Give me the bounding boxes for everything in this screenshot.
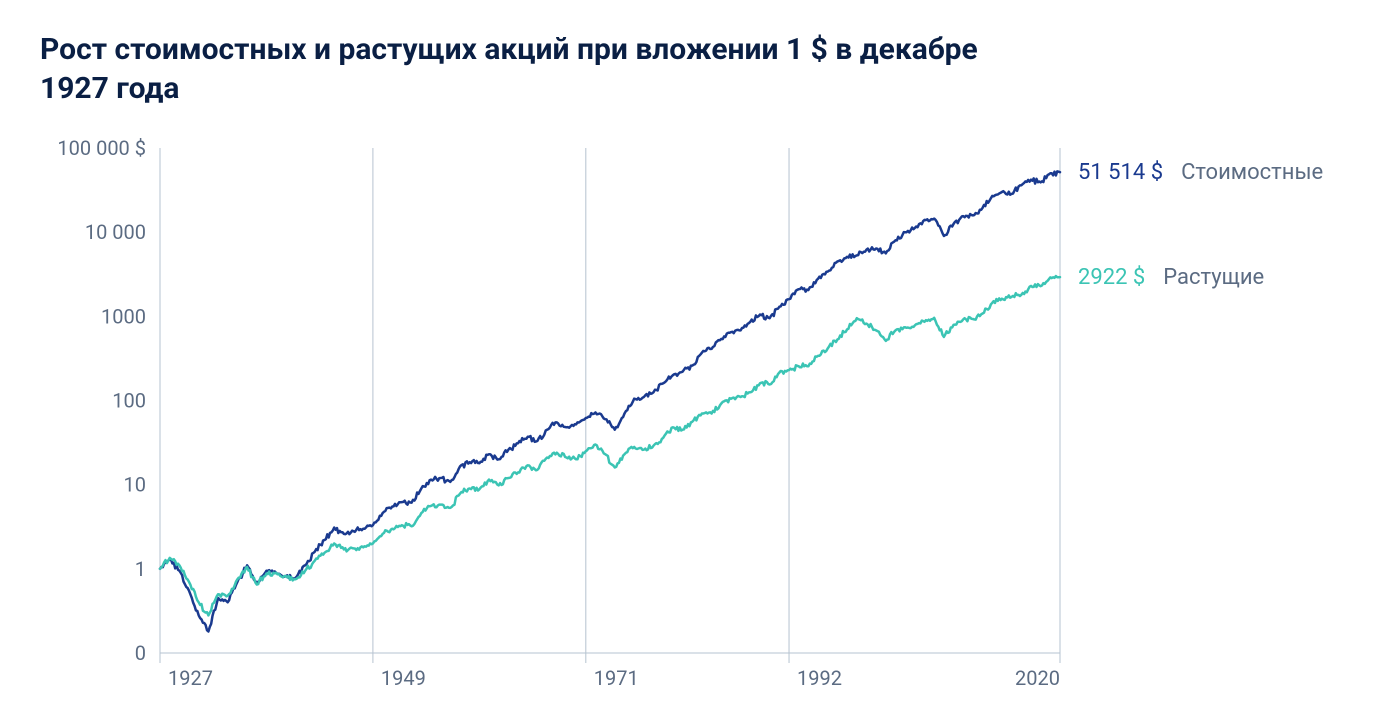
series-end-label: 2922 $ Растущие: [1078, 265, 1264, 290]
x-tick-label: 1992: [797, 666, 842, 690]
line-chart: 0 1 10 100 1000 10 000 100 000 $ 1927 1949 1971 19…: [40, 138, 1360, 698]
x-tick-label: 2020: [1015, 666, 1060, 690]
end-name: Растущие: [1163, 265, 1264, 290]
end-value: 51 514 $: [1078, 160, 1163, 185]
y-tick-label: 10: [124, 473, 146, 497]
x-tick-label: 1927: [168, 666, 213, 690]
series-end-label: 51 514 $ Стоимостные: [1078, 160, 1323, 185]
y-tick-label: 10 000: [85, 220, 146, 244]
x-tick-label: 1971: [594, 666, 639, 690]
chart-container: 0 1 10 100 1000 10 000 100 000 $ 1927 1949 1971 19…: [40, 138, 1360, 698]
end-value: 2922 $: [1078, 265, 1145, 290]
end-name: Стоимостные: [1181, 160, 1323, 185]
y-tick-label: 1000: [101, 304, 146, 328]
y-tick-label: 100: [112, 389, 146, 413]
series-value: [160, 171, 1060, 631]
chart-title: Рост стоимостных и растущих акций при вл…: [40, 30, 1040, 108]
series-growth: [160, 276, 1060, 615]
y-tick-label: 100 000 $: [57, 138, 146, 160]
y-tick-label: 0: [135, 641, 146, 665]
x-tick-label: 1949: [381, 666, 426, 690]
y-tick-label: 1: [135, 557, 146, 581]
